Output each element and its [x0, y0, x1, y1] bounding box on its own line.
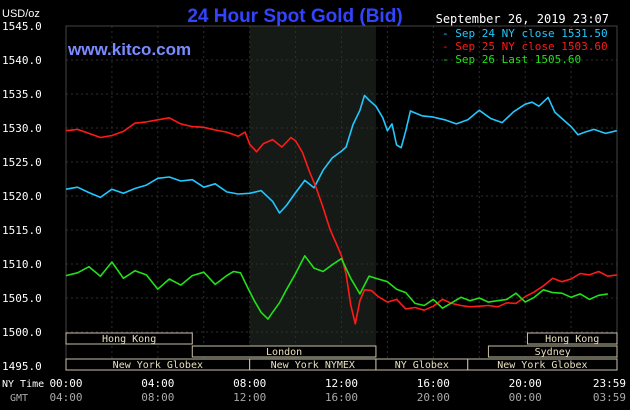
trading-session-bars: Hong Kong London New York Globex New York N… [65, 332, 618, 371]
x-tick-label-ny: 16:00 [417, 377, 450, 390]
x-tick-label-gmt: 12:00 [233, 391, 266, 404]
session-label: Hong Kong [102, 334, 156, 345]
y-tick-label: 1500.0 [2, 326, 42, 339]
x-tick-label-gmt: 16:00 [325, 391, 358, 404]
legend-entry: - Sep 26 Last 1505.60 [442, 53, 581, 66]
y-tick-label: 1515.0 [2, 224, 42, 237]
series-line-sep-25 [65, 117, 617, 325]
x-tick-label-ny: 20:00 [509, 377, 542, 390]
session-label: New York Globex [497, 360, 587, 371]
x-tick-label-ny: 23:59 [593, 377, 626, 390]
x-tick-label-gmt: 00:00 [509, 391, 542, 404]
x-tick-label-gmt: 04:00 [49, 391, 82, 404]
session-bar [467, 358, 618, 371]
session-label: Sydney [535, 347, 571, 358]
y-tick-label: 1535.0 [2, 88, 42, 101]
x-tick-label-ny: 04:00 [141, 377, 174, 390]
series-line-sep-26 [65, 255, 608, 320]
y-tick-label: 1510.0 [2, 258, 42, 271]
x-tick-label-gmt: 03:59 [593, 391, 626, 404]
gmt-label: GMT [10, 393, 28, 404]
y-axis-labels: 1495.0 1500.0 1505.0 1510.0 1515.0 1520.0 1525… [2, 20, 42, 373]
x-axis-labels: 00:00 04:00 08:00 12:00 16:00 20:00 23:5904:00… [49, 377, 626, 404]
y-tick-label: 1525.0 [2, 156, 42, 169]
x-tick-label-ny: 00:00 [49, 377, 82, 390]
session-label: NY Globex [395, 360, 449, 371]
x-tick-label-ny: 08:00 [233, 377, 266, 390]
session-label: London [266, 347, 302, 358]
y-tick-label: 1505.0 [2, 292, 42, 305]
series-line-sep-24 [65, 94, 617, 214]
price-series [65, 94, 617, 325]
session-label: New York Globex [113, 360, 203, 371]
chart-title: 24 Hour Spot Gold (Bid) [187, 6, 402, 27]
session-bar [65, 332, 193, 345]
y-axis-unit: USD/oz [2, 8, 40, 20]
session-bar [487, 345, 618, 358]
session-bar [191, 345, 377, 358]
x-tick-label-gmt: 08:00 [141, 391, 174, 404]
y-tick-label: 1540.0 [2, 54, 42, 67]
session-label: New York NYMEX [271, 360, 355, 371]
y-tick-label: 1495.0 [2, 360, 42, 373]
session-label: Hong Kong [545, 334, 599, 345]
legend-entry: - Sep 25 NY close 1503.60 [442, 40, 608, 53]
ny-time-label: NY Time [2, 379, 44, 390]
x-tick-label-ny: 12:00 [325, 377, 358, 390]
y-tick-label: 1530.0 [2, 122, 42, 135]
timestamp: September 26, 2019 23:07 [436, 12, 609, 26]
x-tick-label-gmt: 20:00 [417, 391, 450, 404]
y-tick-label: 1520.0 [2, 190, 42, 203]
kitco-watermark: www.kitco.com [67, 40, 191, 59]
session-bar [526, 332, 618, 345]
y-tick-label: 1545.0 [2, 20, 42, 33]
legend: - Sep 24 NY close 1531.50- Sep 25 NY clo… [442, 27, 608, 66]
legend-entry: - Sep 24 NY close 1531.50 [442, 27, 608, 40]
